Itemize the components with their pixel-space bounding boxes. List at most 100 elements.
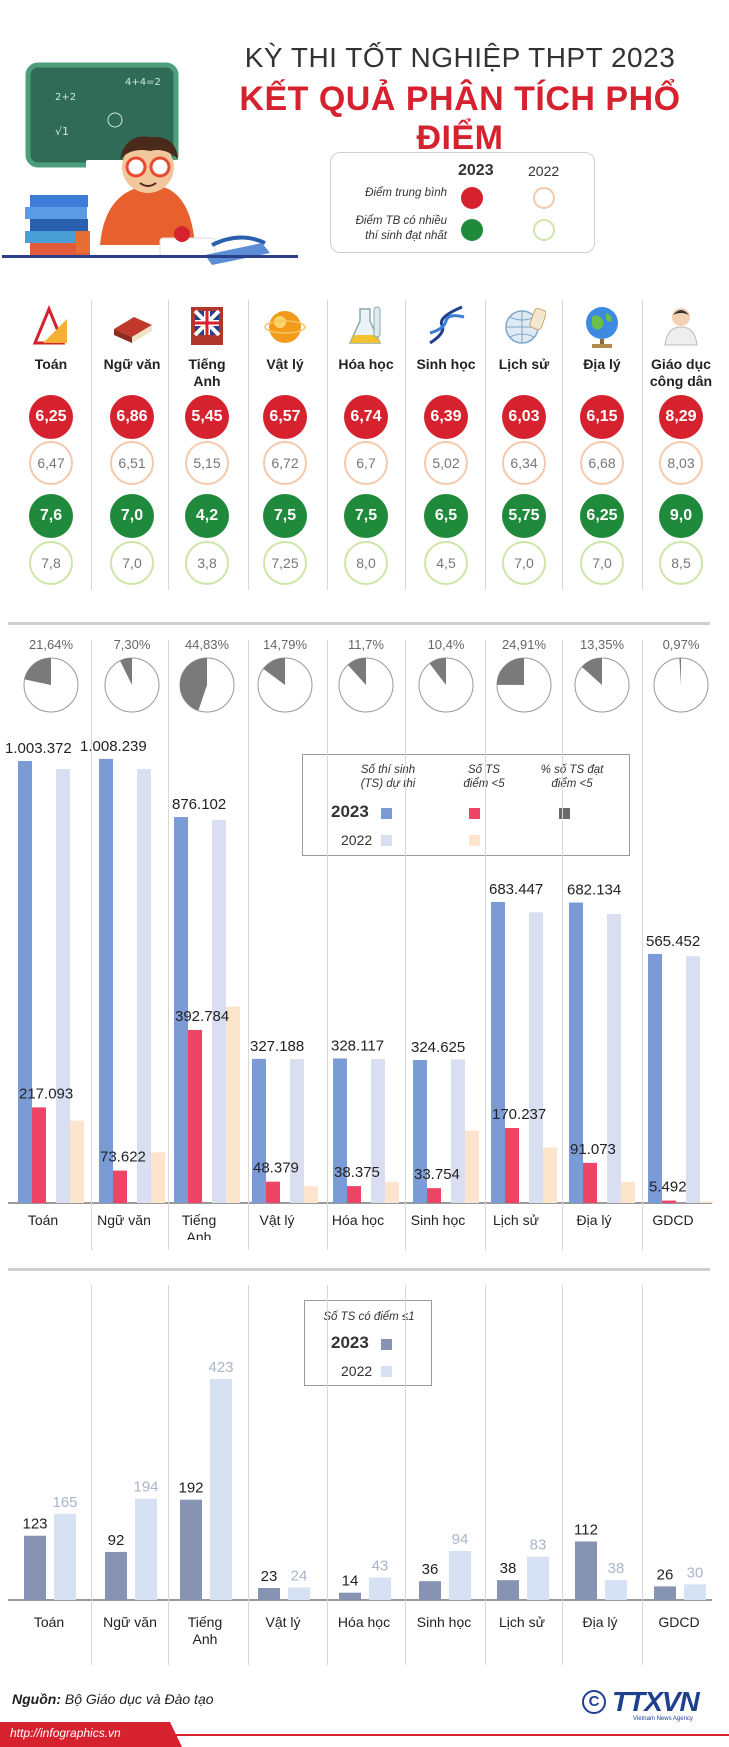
globe-scroll-icon: [505, 307, 546, 344]
pct-pie: [496, 657, 552, 713]
pct-pie: [179, 657, 235, 713]
bar-le1-2023: [180, 1499, 202, 1600]
pct-pie-slice: [179, 658, 207, 711]
legend-swatch-ts-2023: [381, 808, 392, 819]
label-le1-2023: 36: [422, 1561, 439, 1578]
bar-le1-2022: [369, 1577, 391, 1600]
bar-lt5-2023: [32, 1107, 46, 1203]
footer-url[interactable]: http://infographics.vn: [10, 1726, 121, 1740]
bar-le1-2023: [339, 1592, 361, 1600]
source-note: Nguồn: Bộ Giáo dục và Đào tạo: [12, 1691, 214, 1707]
pct-pie: [104, 657, 160, 713]
avg-2023-badge: 8,29: [659, 395, 703, 439]
subject-label: Lịch sử: [498, 356, 550, 372]
pct-pie: [257, 657, 313, 713]
bar-ts-2022: [451, 1059, 465, 1203]
bar-ts-2022: [290, 1058, 304, 1203]
avg-2023-badge: 6,39: [424, 395, 468, 439]
legend-col3-l1: % số TS đạt: [540, 764, 604, 776]
x-tick-label-line2: Anh: [187, 1229, 212, 1240]
avg-2023-badge: 6,15: [580, 395, 624, 439]
mode-2022-badge: 7,8: [29, 541, 73, 585]
svg-text:2+2: 2+2: [55, 92, 76, 103]
label-ts-2023: 327.188: [250, 1038, 304, 1055]
avg-2022-badge: 8,03: [659, 441, 703, 485]
bar-le1-2023: [105, 1551, 127, 1600]
column-divider-bottom: [248, 1285, 249, 1665]
pct-lt5-label: 21,64%: [28, 637, 74, 652]
legend-swatch-ts-2022: [381, 835, 392, 846]
avg-2022-badge: 5,02: [424, 441, 468, 485]
mode-2022-badge: 7,0: [580, 541, 624, 585]
bar-le1-2023: [575, 1541, 597, 1600]
avg-2023-badge: 6,25: [29, 395, 73, 439]
pct-lt5-label: 11,7%: [348, 637, 384, 652]
pct-pie: [574, 657, 630, 713]
label-le1-2022: 43: [372, 1558, 389, 1575]
legend-col1-l1: Số thí sinh: [360, 764, 416, 776]
pct-pie-slice: [263, 658, 285, 685]
x-tick-label: Lịch sử: [493, 1212, 539, 1228]
label-le1-2023: 92: [108, 1532, 125, 1549]
x-tick-label: Vật lý: [265, 1614, 300, 1630]
label-le1-2022: 30: [687, 1564, 704, 1581]
x-tick-label: GDCD: [658, 1614, 699, 1630]
legend-swatch-pct: [559, 808, 570, 819]
bar-le1-2023: [258, 1587, 280, 1600]
mode-2023-badge: 6,5: [424, 494, 468, 538]
bar-le1-2023: [497, 1580, 519, 1600]
title-line-2: KẾT QUẢ PHÂN TÍCH PHỔ ĐIỂM: [239, 80, 681, 157]
ttxvn-logo-sub: Vietnam News Agency: [633, 1716, 693, 1722]
bar-ts-2023: [333, 1058, 347, 1203]
pct-lt5-label: 13,35%: [579, 637, 625, 652]
column-divider-mid: [642, 640, 643, 1250]
label-le1-2022: 194: [133, 1479, 158, 1496]
english-book-icon: [191, 307, 223, 345]
legend-col3-l2: điểm <5: [551, 778, 593, 790]
bar-lt5-2022: [70, 1120, 84, 1203]
column-divider-bottom: [91, 1285, 92, 1665]
label-le1-2023: 23: [261, 1568, 278, 1585]
x-tick-label: Sinh học: [417, 1614, 471, 1630]
legend-mode-2023-dot: [461, 219, 483, 241]
svg-text:4+4=2: 4+4=2: [125, 77, 161, 88]
x-tick-label: Sinh học: [411, 1212, 465, 1228]
column-divider-top: [327, 300, 328, 590]
pct-pie: [418, 657, 474, 713]
bar-le1-2022: [684, 1584, 706, 1600]
subject-label-line2: công dân: [649, 373, 713, 389]
svg-text:√1: √1: [55, 125, 69, 138]
avg-2022-badge: 6,68: [580, 441, 624, 485]
label-le1-2022: 24: [291, 1567, 308, 1584]
pct-lt5-label: 7,30%: [113, 637, 151, 652]
pct-pie-slice: [581, 658, 602, 685]
bar-lt5-2022: [700, 1201, 714, 1203]
bar-lt5-2023: [583, 1162, 597, 1203]
column-divider-bottom: [562, 1285, 563, 1665]
label-ts-2023: 328.117: [331, 1037, 384, 1054]
bar-lt5-2023: [188, 1029, 202, 1203]
label-le1-2023: 38: [500, 1560, 517, 1577]
label-le1-2023: 192: [178, 1480, 203, 1497]
pct-pie-slice: [120, 658, 132, 685]
column-divider-mid: [485, 640, 486, 1250]
bar-lt5-2022: [304, 1186, 318, 1203]
subject-label: Vật lý: [266, 356, 304, 372]
legend2-title: Số TS có điểm ≤1: [323, 1311, 415, 1323]
bar-ts-2023: [491, 901, 505, 1203]
mode-2022-badge: 3,8: [185, 541, 229, 585]
bar-le1-2022: [288, 1587, 310, 1600]
label-le1-2023: 14: [342, 1573, 359, 1590]
label-le1-2023: 123: [22, 1516, 47, 1533]
column-divider-mid: [562, 640, 563, 1250]
label-ts-2023: 682.134: [567, 882, 621, 899]
pct-pie-slice: [497, 658, 524, 685]
avg-2022-badge: 6,72: [263, 441, 307, 485]
bar-le1-2023: [24, 1535, 46, 1600]
x-tick-label: Hóa học: [332, 1212, 384, 1228]
column-divider-top: [485, 300, 486, 590]
bar-lt5-2022: [543, 1147, 557, 1203]
legend-col2-l1: Số TS: [468, 764, 500, 776]
bar-ts-2022: [529, 912, 543, 1203]
mode-2022-badge: 4,5: [424, 541, 468, 585]
